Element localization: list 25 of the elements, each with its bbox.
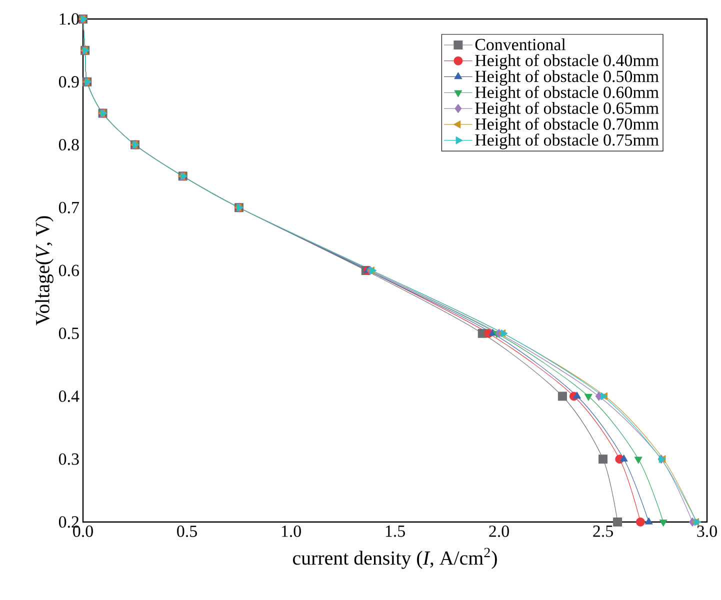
y-tick-label: 0.2 <box>58 516 79 528</box>
legend-label: Conventional <box>475 38 566 50</box>
y-tick-label: 1.0 <box>60 13 79 25</box>
legend-label: Height of obstacle 0.75mm <box>475 134 659 150</box>
y-tick-label: 0.7 <box>58 202 79 214</box>
x-tick-label: 2.0 <box>489 526 509 538</box>
x-tick-label: 1.5 <box>386 526 405 537</box>
legend-label: Height of obstacle 0.60mm <box>475 86 659 102</box>
x-axis-title: current density (I, A/cm$^{2}$) <box>292 548 497 569</box>
x-tick-label: 2.5 <box>593 526 613 537</box>
x-tick-label: 0.0 <box>73 526 93 538</box>
y-tick-label: 0.3 <box>58 453 79 465</box>
y-tick-label: 0.9 <box>58 76 79 88</box>
y-tick-label: 0.5 <box>58 328 79 340</box>
legend-label: Height of obstacle 0.65mm <box>475 102 659 118</box>
y-axis-title: Voltage(V, V) <box>35 216 54 326</box>
legend-label: Height of obstacle 0.50mm <box>475 70 659 86</box>
legend-label: Height of obstacle 0.70mm <box>475 118 659 134</box>
y-tick-label: 0.8 <box>58 138 79 150</box>
x-tick-label: 0.5 <box>177 526 197 538</box>
y-tick-label: 0.4 <box>58 390 80 402</box>
x-tick-label: 3.0 <box>697 526 717 538</box>
legend-label: Height of obstacle 0.40mm <box>475 54 659 70</box>
y-tick-label: 0.6 <box>58 264 79 276</box>
x-tick-label: 1.0 <box>282 526 301 538</box>
